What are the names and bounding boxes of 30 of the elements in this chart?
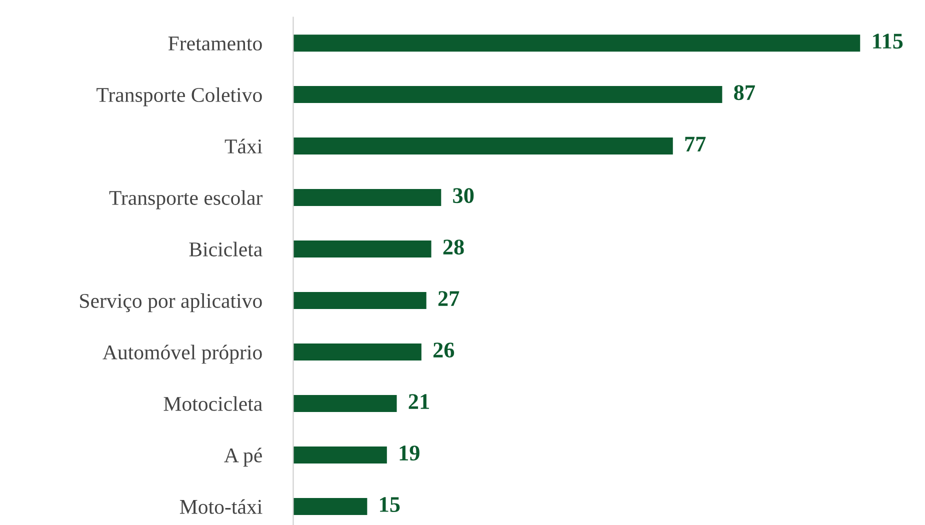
data-label: 27 [438,291,460,306]
data-label: 26 [433,342,454,358]
bar [293,86,722,104]
y-tick-label: Táxi [224,138,262,154]
bar [293,292,426,310]
bar [293,394,397,412]
y-tick-label: Transporte Coletivo [96,87,262,106]
bar [293,446,387,464]
bar [293,189,442,206]
bar [293,138,673,155]
bar [293,344,422,360]
bar [293,34,860,52]
y-tick-label: Serviço por aplicativo [80,293,262,312]
bar [293,498,368,515]
y-tick-label: A pé [224,448,262,467]
data-label: 15 [380,497,400,512]
y-tick-label: Motocicleta [164,396,262,411]
data-label: 30 [453,188,474,204]
bar [293,240,432,258]
data-label: 77 [685,136,706,152]
data-label: 28 [443,240,464,255]
data-label: 21 [408,394,429,409]
y-tick-label: Transporte escolar [109,190,262,210]
y-tick-label: Automóvel próprio [102,344,262,364]
data-label: 19 [400,446,420,461]
y-tick-label: Moto-táxi [180,499,262,514]
y-tick-label: Bicicleta [189,242,262,256]
y-tick-label: Fretamento [168,36,262,50]
data-label: 87 [734,85,755,100]
data-label: 115 [873,34,903,49]
